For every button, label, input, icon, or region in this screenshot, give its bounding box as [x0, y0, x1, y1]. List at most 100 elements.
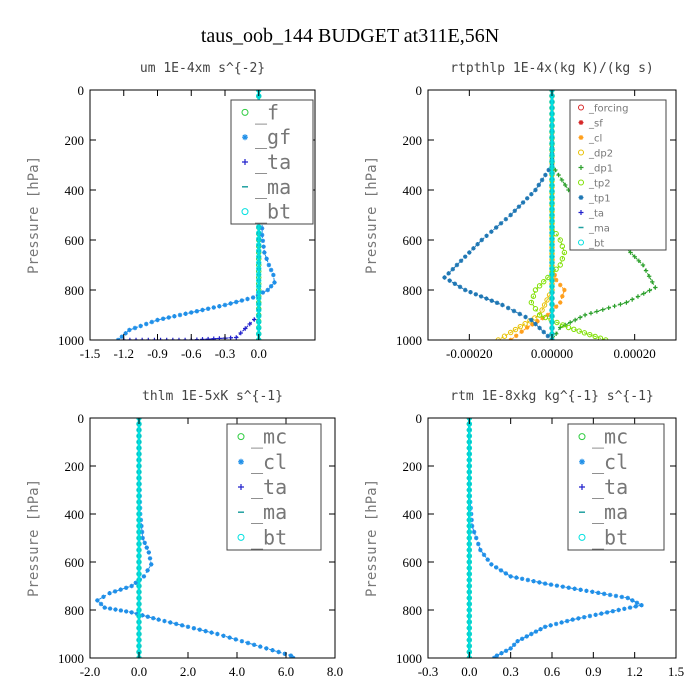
y-tick-label: 800 [403, 283, 423, 298]
data-point-gf [183, 311, 188, 316]
data-point-gf [234, 299, 239, 305]
data-point-cl [145, 614, 151, 619]
series-line-tp1 [443, 90, 553, 340]
data-point-tp2 [530, 293, 537, 299]
data-point-tp1 [512, 208, 517, 214]
data-point-dp1 [643, 268, 649, 273]
data-point-tp2 [592, 333, 598, 340]
data-point-cl [559, 620, 564, 625]
data-point-tp1 [541, 329, 546, 335]
data-point-tp1 [478, 294, 484, 299]
legend-label: _bt [251, 525, 287, 549]
data-point-tp1 [468, 289, 473, 295]
data-point-gf [155, 317, 160, 323]
data-point-bt [549, 123, 555, 129]
data-point-cl [215, 631, 220, 637]
data-point-tp1 [484, 233, 489, 239]
data-point-cl [276, 649, 281, 655]
data-point-dp1 [553, 167, 558, 173]
data-point-bt [466, 433, 473, 439]
data-point-dp1 [606, 305, 611, 311]
x-tick-label: 0.6 [544, 664, 561, 679]
data-point-bt [466, 577, 473, 583]
data-point-gf [228, 301, 233, 306]
data-point-dp2 [507, 329, 514, 336]
data-point-bt [549, 164, 555, 171]
data-point-ta [234, 335, 239, 340]
data-point-cl [251, 642, 257, 647]
data-point-bt [136, 445, 142, 451]
legend-label: _gf [255, 125, 291, 149]
legend-label: _cl [588, 134, 602, 145]
data-point-cl [149, 562, 154, 567]
data-point-tp1 [479, 237, 484, 243]
data-point-ta [152, 337, 157, 340]
data-point-dp1 [588, 311, 594, 316]
data-point-dp1 [577, 315, 583, 320]
data-point-tp1 [500, 302, 505, 308]
data-point-tp1 [467, 250, 472, 255]
y-tick-label: 400 [65, 183, 85, 198]
x-tick-label: 1.5 [668, 664, 684, 679]
data-point-tp2 [571, 326, 577, 332]
data-point-bt [549, 236, 555, 242]
data-point-tp1 [475, 241, 480, 247]
data-point-bt [256, 242, 262, 248]
legend-marker-sf [578, 120, 584, 125]
data-point-cl [601, 591, 607, 597]
data-point-bt [549, 325, 555, 331]
data-point-gf [166, 315, 171, 320]
x-tick-label: 8.0 [327, 664, 343, 679]
data-point-gf [189, 310, 194, 315]
data-point-bt [256, 301, 262, 307]
data-point-dp1 [567, 320, 573, 325]
x-tick-label: 0.00020 [614, 346, 656, 361]
data-point-bt [466, 493, 473, 499]
data-point-bt [256, 265, 262, 272]
y-tick-label: 0 [78, 411, 85, 426]
data-point-tp2 [528, 299, 535, 306]
data-point-dp2 [541, 302, 548, 308]
data-point-tp1 [539, 177, 545, 183]
legend-marker-forcing [578, 104, 584, 111]
data-point-tp1 [473, 292, 479, 297]
data-point-tp2 [576, 328, 582, 334]
data-point-cl [564, 618, 570, 624]
data-point-cl [599, 611, 604, 616]
legend-marker-ta [579, 484, 585, 490]
data-point-gf [268, 267, 274, 273]
data-point-bt [466, 553, 473, 559]
data-point-bt [466, 529, 473, 535]
data-point-cl [142, 540, 147, 545]
y-tick-label: 800 [65, 283, 85, 298]
data-point-tp1 [457, 284, 463, 290]
data-point-cl [191, 626, 197, 631]
data-point-cl [625, 595, 630, 601]
y-axis-label: Pressure [hPa] [364, 156, 380, 274]
legend-marker-cl [238, 458, 244, 465]
data-point-tp1 [503, 216, 509, 222]
data-point-cl [185, 624, 191, 629]
data-point-cl [515, 639, 520, 644]
data-point-cl [503, 648, 509, 653]
data-point-cl [538, 627, 543, 632]
data-point-cl [146, 550, 151, 555]
chart-panel-4: rtm 1E-8xkg kg^{-1} s^{-1} Pressure [hPa]… [364, 389, 684, 679]
data-point-ta [252, 317, 257, 322]
data-point-bt [549, 224, 555, 230]
data-point-cl [144, 545, 149, 550]
data-point-cl [531, 579, 536, 584]
data-point-ta [146, 337, 151, 340]
data-point-bt [136, 565, 142, 571]
data-point-gf [259, 226, 265, 231]
data-point-gf [259, 232, 265, 238]
data-point-bt [136, 643, 142, 649]
data-point-tp1 [545, 333, 551, 339]
data-point-gf [205, 306, 211, 311]
data-point-cl [584, 588, 589, 593]
data-point-gf [272, 280, 277, 285]
data-point-bt [136, 553, 142, 559]
data-point-cl [545, 312, 551, 318]
data-point-bt [466, 439, 473, 445]
data-point-cl [140, 613, 145, 618]
